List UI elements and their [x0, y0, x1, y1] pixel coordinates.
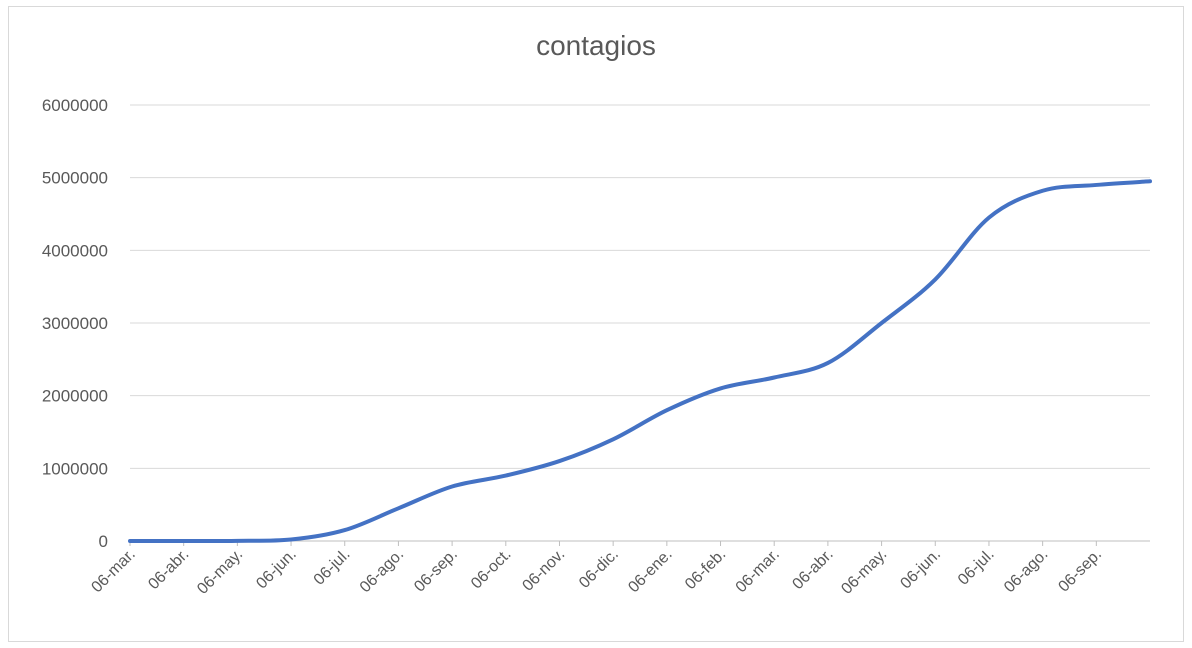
- x-tick-label: 06-feb.: [682, 546, 729, 593]
- data-point: [344, 529, 346, 531]
- x-tick-label: 06-may.: [194, 546, 246, 598]
- data-point: [236, 540, 238, 542]
- x-tick-label: 06-dic.: [576, 546, 622, 592]
- data-point: [397, 507, 399, 509]
- y-axis-ticks: 0 1000000 2000000 3000000 4000000 5000000 6000…: [42, 96, 108, 551]
- data-point: [827, 362, 829, 364]
- data-point: [451, 486, 453, 487]
- data-point: [558, 460, 560, 462]
- data-point: [881, 322, 883, 324]
- x-tick-label: 06-ago.: [357, 546, 407, 596]
- data-point: [934, 278, 936, 280]
- y-tick-label: 6000000: [42, 96, 108, 115]
- x-tick-label: 06-ene.: [625, 546, 675, 596]
- chart-title: contagios: [536, 30, 656, 61]
- x-tick-label: 06-abr.: [145, 546, 192, 593]
- x-tick-label: 06-jul.: [311, 546, 354, 589]
- y-tick-label: 3000000: [42, 314, 108, 333]
- x-tick-label: 06-mar.: [733, 546, 783, 596]
- series-group: [128, 179, 1152, 544]
- x-tick-label: 06-jul.: [955, 546, 998, 589]
- data-point: [988, 217, 990, 219]
- data-point: [1149, 180, 1151, 182]
- x-tick-label: 06-may.: [838, 546, 890, 598]
- x-tick-label: 06-oct.: [468, 546, 515, 593]
- y-tick-label: 2000000: [42, 387, 108, 406]
- gridlines: [130, 104, 1150, 542]
- x-axis-ticks: 06-mar. 06-abr. 06-may. 06-jun. 06-jul. 06-ag…: [88, 541, 1105, 598]
- x-tick-label: 06-mar.: [88, 546, 138, 596]
- x-tick-label: 06-jun.: [253, 546, 300, 593]
- y-tick-label: 4000000: [42, 241, 108, 260]
- y-tick-label: 5000000: [42, 169, 108, 188]
- data-point: [129, 540, 131, 542]
- x-tick-label: 06-abr.: [789, 546, 836, 593]
- data-point: [290, 539, 292, 541]
- chart-frame: [8, 6, 1184, 642]
- data-point: [1095, 184, 1097, 186]
- x-tick-label: 06-sep.: [1055, 546, 1105, 596]
- series-line: [128, 179, 1152, 544]
- x-tick-label: 06-sep.: [411, 546, 461, 596]
- data-point: [612, 438, 614, 440]
- x-tick-label: 06-nov.: [519, 546, 568, 595]
- y-tick-label: 0: [99, 532, 108, 551]
- data-point: [773, 377, 775, 378]
- data-point: [666, 409, 668, 411]
- data-point: [505, 475, 507, 477]
- data-point: [720, 387, 722, 389]
- x-tick-label: 06-ago.: [1001, 546, 1051, 596]
- data-point: [183, 540, 185, 542]
- data-point: [1042, 190, 1044, 192]
- x-tick-label: 06-jun.: [897, 546, 944, 593]
- y-tick-label: 1000000: [42, 459, 108, 478]
